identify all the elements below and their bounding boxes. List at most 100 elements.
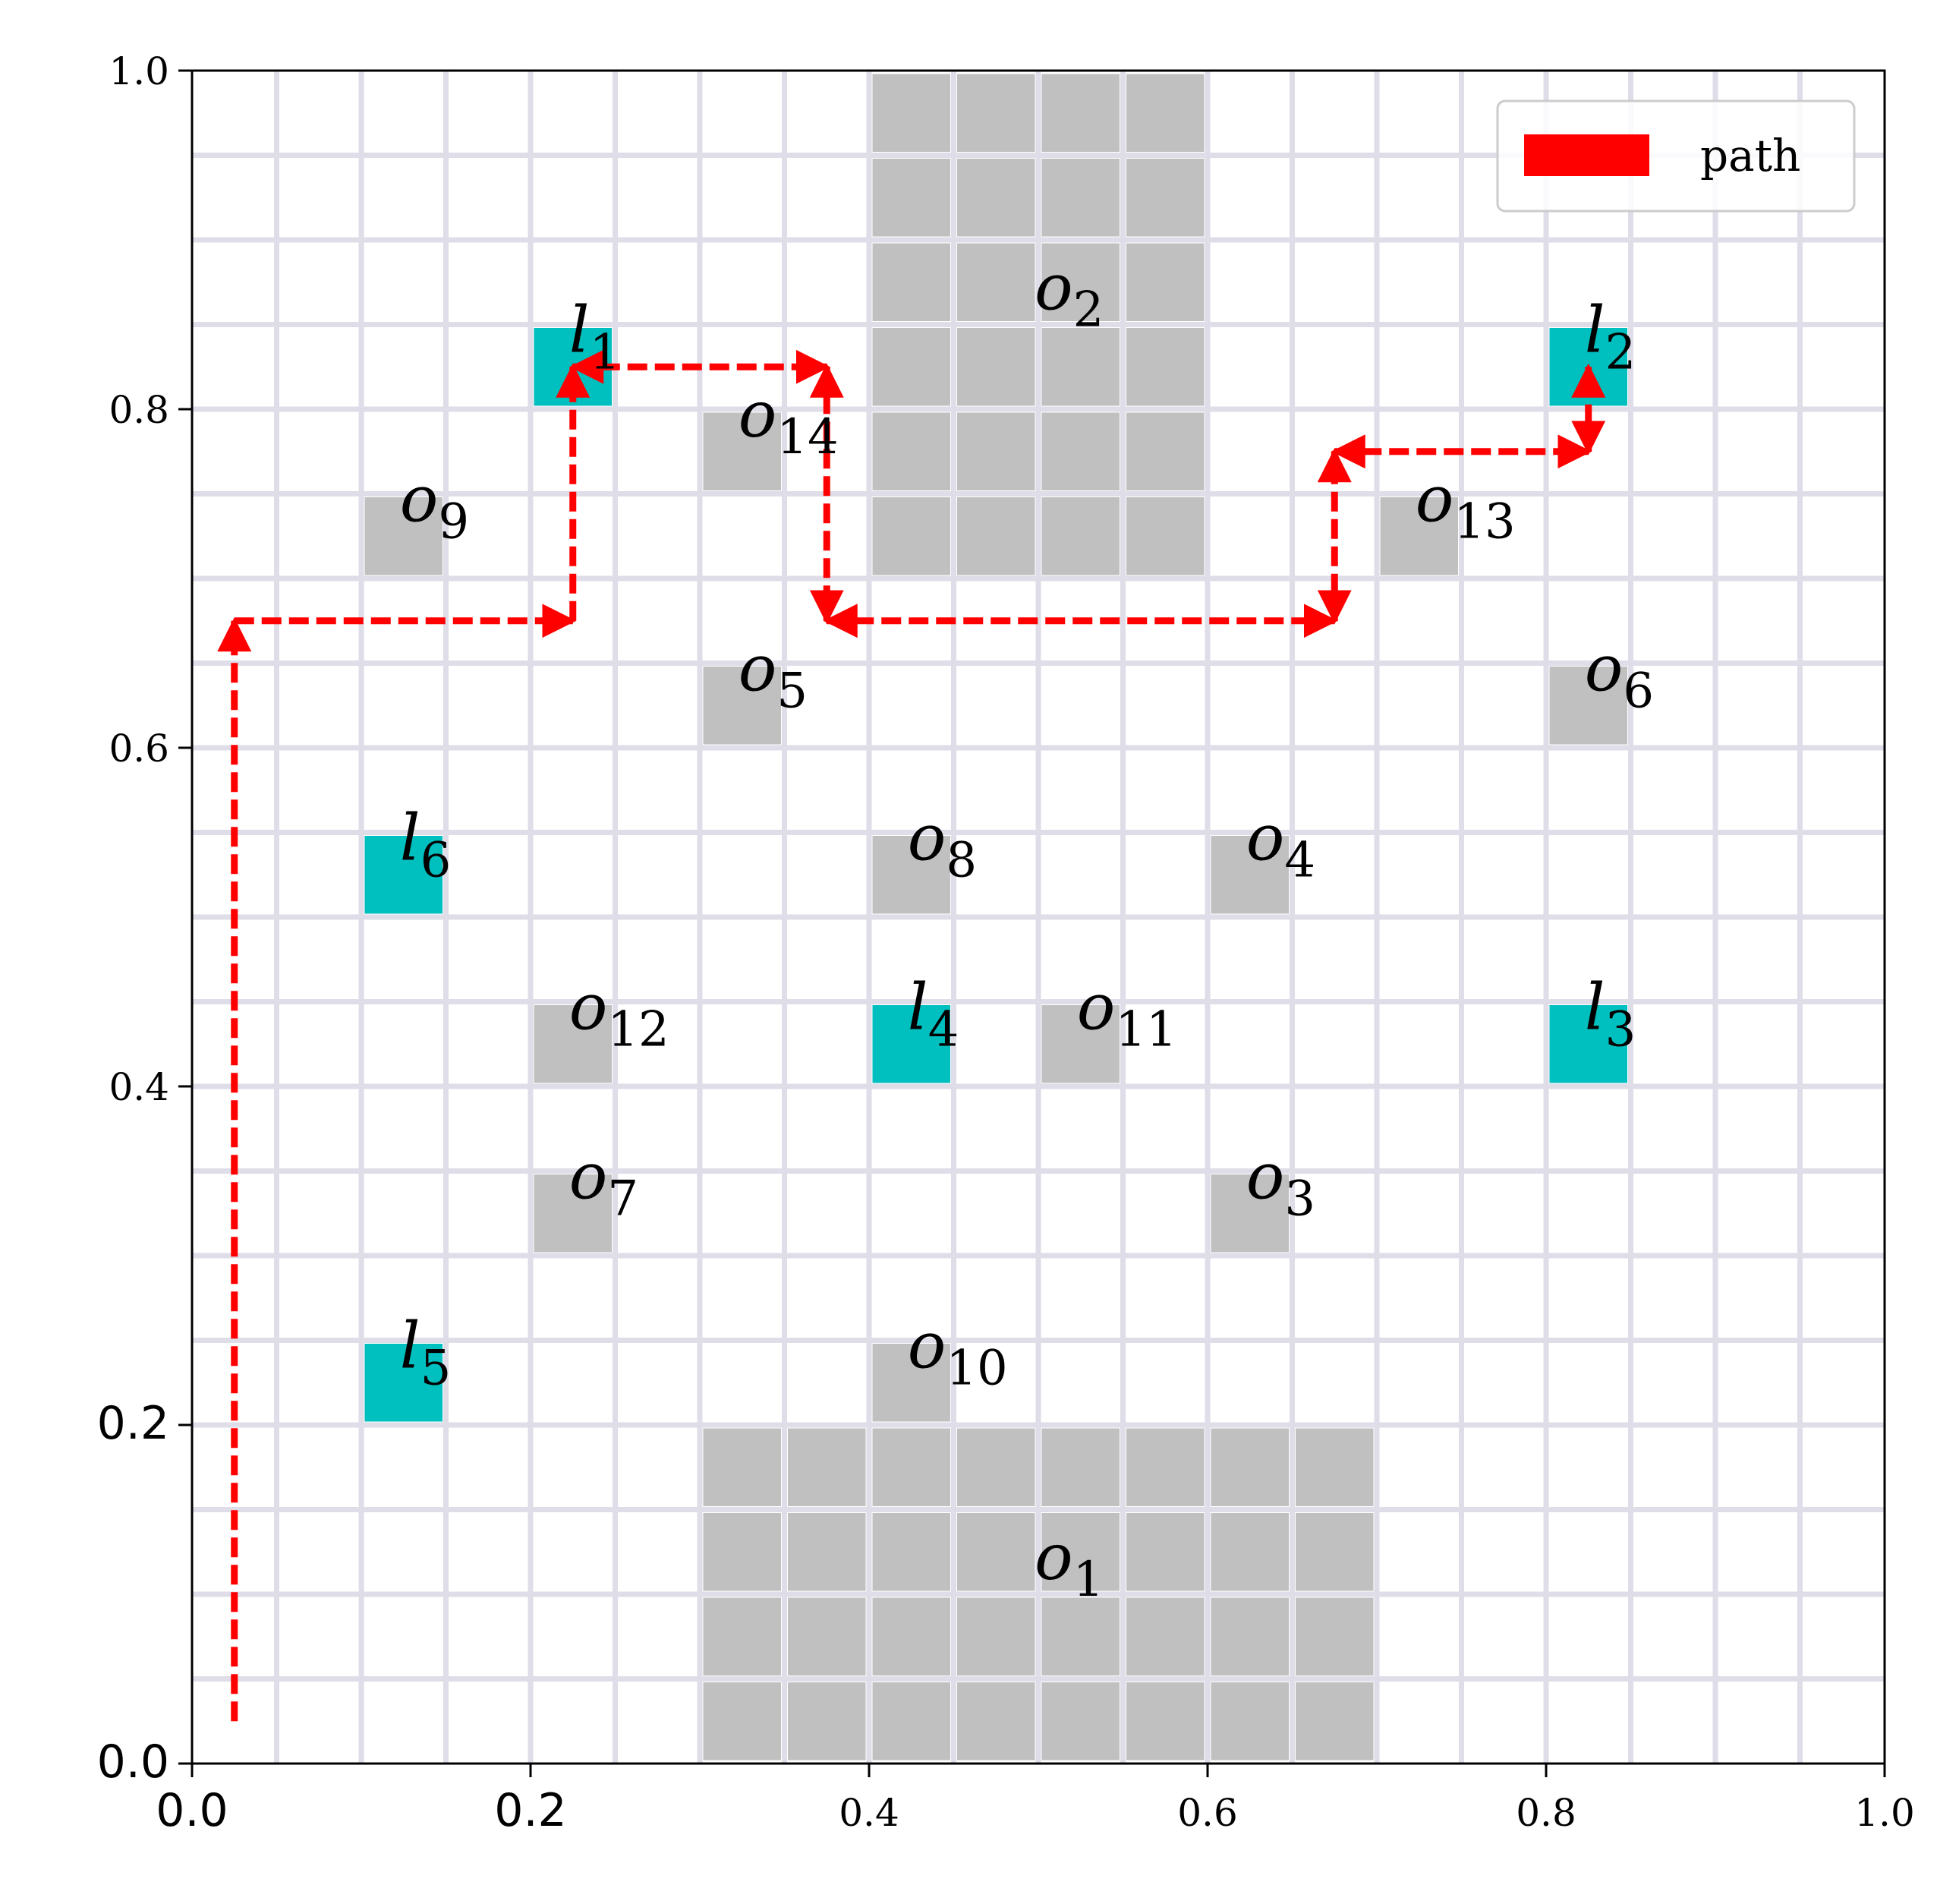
obstacle-label: o4	[1246, 800, 1315, 888]
obstacle-cell	[788, 1597, 866, 1675]
obstacle-label-sub: 11	[1115, 1001, 1176, 1058]
obstacle-label: o13	[1416, 462, 1516, 550]
x-tick-label: 0.6	[1177, 1791, 1238, 1835]
obstacle-cell	[703, 1682, 781, 1761]
obstacle-label-sub: 1	[1073, 1552, 1104, 1608]
obstacle-cell	[1126, 159, 1205, 237]
obstacle-label-sub: 10	[946, 1340, 1007, 1396]
landmark-label-sub: 4	[928, 1001, 959, 1058]
obstacle-cell	[788, 1682, 866, 1761]
legend-box	[1496, 99, 1856, 213]
obstacle-label-base: o	[569, 969, 608, 1044]
obstacle-cell	[957, 1597, 1035, 1675]
obstacle-cell	[1126, 1597, 1205, 1675]
obstacle-cell	[1296, 1428, 1374, 1506]
obstacle-cell	[872, 243, 950, 321]
obstacle-cell	[1380, 497, 1458, 575]
landmark-cell	[364, 836, 443, 914]
obstacle-label-sub: 4	[1284, 832, 1315, 888]
obstacle-cell	[957, 243, 1035, 321]
obstacle-cell	[788, 1428, 866, 1506]
landmark-label-sub: 3	[1605, 1001, 1636, 1058]
obstacle-cell	[872, 1428, 950, 1506]
obstacle-label-base: o	[569, 1139, 608, 1213]
obstacle-label-base: o	[908, 1308, 946, 1382]
obstacle-cell	[1211, 1513, 1289, 1591]
obstacle-cell	[1041, 1682, 1120, 1761]
obstacle-cell	[703, 667, 781, 745]
obstacle-cell	[1126, 1682, 1205, 1761]
landmark-label-sub: 2	[1605, 324, 1636, 380]
obstacle-cell	[1041, 159, 1120, 237]
obstacle-label-base: o	[1246, 1139, 1285, 1213]
y-tick-label: 0.0	[97, 1735, 169, 1789]
obstacle-cell	[1549, 667, 1627, 745]
obstacle-cell	[1041, 412, 1120, 490]
obstacle-label-sub: 7	[607, 1171, 638, 1227]
obstacle-label-base: o	[1416, 462, 1454, 536]
obstacle-label: o2	[1035, 251, 1104, 339]
obstacle-label: o8	[908, 800, 977, 888]
obstacle-cell	[957, 328, 1035, 406]
obstacle-label: o10	[908, 1308, 1008, 1396]
landmark-label-base: l	[400, 1308, 420, 1382]
landmark-label-base: l	[400, 800, 420, 875]
obstacle-label: o1	[1035, 1520, 1104, 1608]
obstacle-cell	[1041, 1513, 1120, 1591]
landmark-label: l4	[908, 969, 959, 1058]
obstacle-label-base: o	[1585, 631, 1624, 705]
x-tick-label: 1.0	[1854, 1791, 1915, 1835]
obstacle-label-base: o	[739, 631, 777, 705]
legend: path	[1496, 99, 1856, 213]
obstacle-cell	[703, 412, 781, 490]
y-tick-label: 0.8	[109, 388, 169, 432]
legend-path-label: path	[1700, 130, 1800, 181]
obstacle-cell	[957, 159, 1035, 237]
obstacle-label-sub: 3	[1284, 1171, 1315, 1227]
obstacle-label: o7	[569, 1139, 638, 1227]
obstacle-label-base: o	[1035, 1520, 1073, 1594]
obstacle-cell	[1041, 1597, 1120, 1675]
landmark-label: l6	[400, 800, 452, 888]
obstacle-cell	[1296, 1597, 1374, 1675]
obstacle-label-sub: 14	[776, 409, 838, 465]
obstacle-label-base: o	[1035, 251, 1073, 325]
obstacle-cell	[788, 1513, 866, 1591]
obstacle-cell	[1041, 243, 1120, 321]
landmark-label-base: l	[569, 292, 590, 367]
landmark-label: l1	[569, 292, 621, 380]
obstacle-cell	[872, 159, 950, 237]
obstacle-cell	[872, 1513, 950, 1591]
obstacle-cell	[1041, 74, 1120, 152]
obstacle-cell	[872, 74, 950, 152]
obstacle-label-sub: 8	[946, 832, 977, 888]
obstacle-cell	[872, 497, 950, 575]
x-tick-label: 0.8	[1516, 1791, 1576, 1835]
landmark-label-base: l	[908, 969, 928, 1044]
y-tick-label: 0.2	[97, 1397, 169, 1450]
y-tick-label: 0.6	[109, 727, 169, 771]
obstacle-label-sub: 9	[438, 493, 469, 550]
obstacle-cell	[872, 328, 950, 406]
obstacle-cell	[703, 1428, 781, 1506]
plot-frame	[191, 69, 1886, 1765]
obstacle-label-base: o	[908, 800, 946, 875]
y-tick-label: 1.0	[109, 49, 169, 93]
obstacle-cell	[957, 497, 1035, 575]
landmark-label-sub: 5	[420, 1340, 452, 1396]
obstacle-cell	[1126, 1513, 1205, 1591]
landmark-label-sub: 1	[590, 324, 621, 380]
x-tick-label: 0.4	[839, 1791, 899, 1835]
obstacle-cell	[1296, 1682, 1374, 1761]
obstacle-cell	[1041, 1005, 1120, 1083]
obstacle-label-sub: 6	[1623, 663, 1654, 719]
y-tick-label: 0.4	[109, 1065, 169, 1109]
obstacle-cell	[1296, 1513, 1374, 1591]
obstacle-cell	[872, 836, 950, 914]
obstacle-label: o3	[1246, 1139, 1315, 1227]
x-tick-label: 0.2	[494, 1784, 566, 1837]
obstacle-cell	[1041, 1428, 1120, 1506]
obstacle-label-sub: 13	[1454, 493, 1515, 550]
obstacle-cell	[872, 1597, 950, 1675]
landmark-label: l3	[1585, 969, 1636, 1058]
